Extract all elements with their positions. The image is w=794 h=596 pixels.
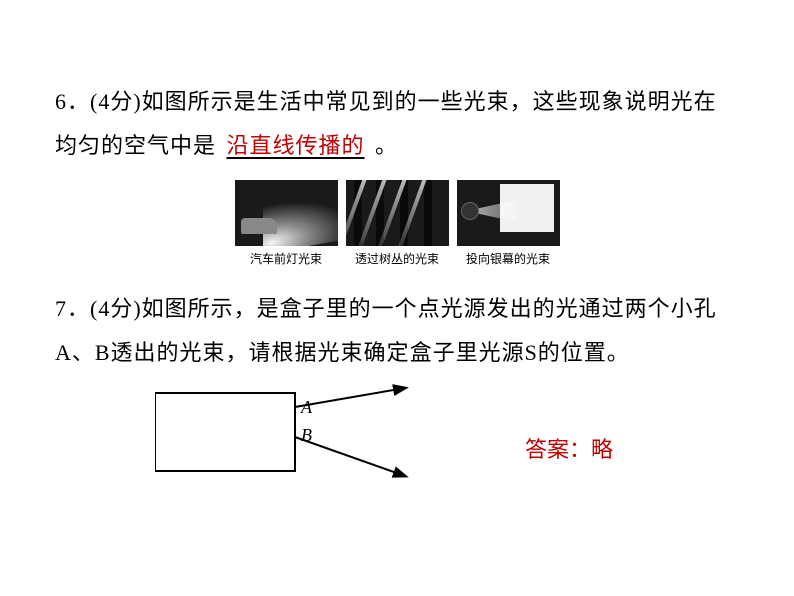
- question-7: 7．(4分)如图所示，是盒子里的一个点光源发出的光通过两个小孔A、B透出的光束，…: [55, 287, 739, 483]
- label-b: B: [301, 425, 312, 445]
- q7-diagram: A B: [155, 383, 435, 483]
- forest-light-image: [346, 180, 449, 246]
- q6-answer: 沿直线传播的: [223, 133, 369, 158]
- box: [155, 393, 295, 471]
- image-item-2: 透过树丛的光束: [346, 180, 449, 267]
- q6-text: 6．(4分)如图所示是生活中常见到的一些光束，这些现象说明光在均匀的空气中是 沿…: [55, 80, 739, 168]
- label-a: A: [300, 397, 313, 417]
- projector-image: [457, 180, 560, 246]
- caption-2: 透过树丛的光束: [355, 250, 439, 267]
- caption-3: 投向银幕的光束: [466, 250, 550, 267]
- image-item-3: 投向银幕的光束: [457, 180, 560, 267]
- q6-image-row: 汽车前灯光束 透过树丛的光束 投向银幕的光束: [55, 180, 739, 267]
- q7-diagram-row: A B 答案：略: [155, 383, 739, 483]
- question-6: 6．(4分)如图所示是生活中常见到的一些光束，这些现象说明光在均匀的空气中是 沿…: [55, 80, 739, 267]
- image-item-1: 汽车前灯光束: [235, 180, 338, 267]
- q7-answer: 答案：略: [525, 432, 613, 464]
- caption-1: 汽车前灯光束: [250, 250, 322, 267]
- car-headlight-image: [235, 180, 338, 246]
- q7-text: 7．(4分)如图所示，是盒子里的一个点光源发出的光通过两个小孔A、B透出的光束，…: [55, 287, 739, 375]
- q6-text-post: 。: [375, 133, 398, 158]
